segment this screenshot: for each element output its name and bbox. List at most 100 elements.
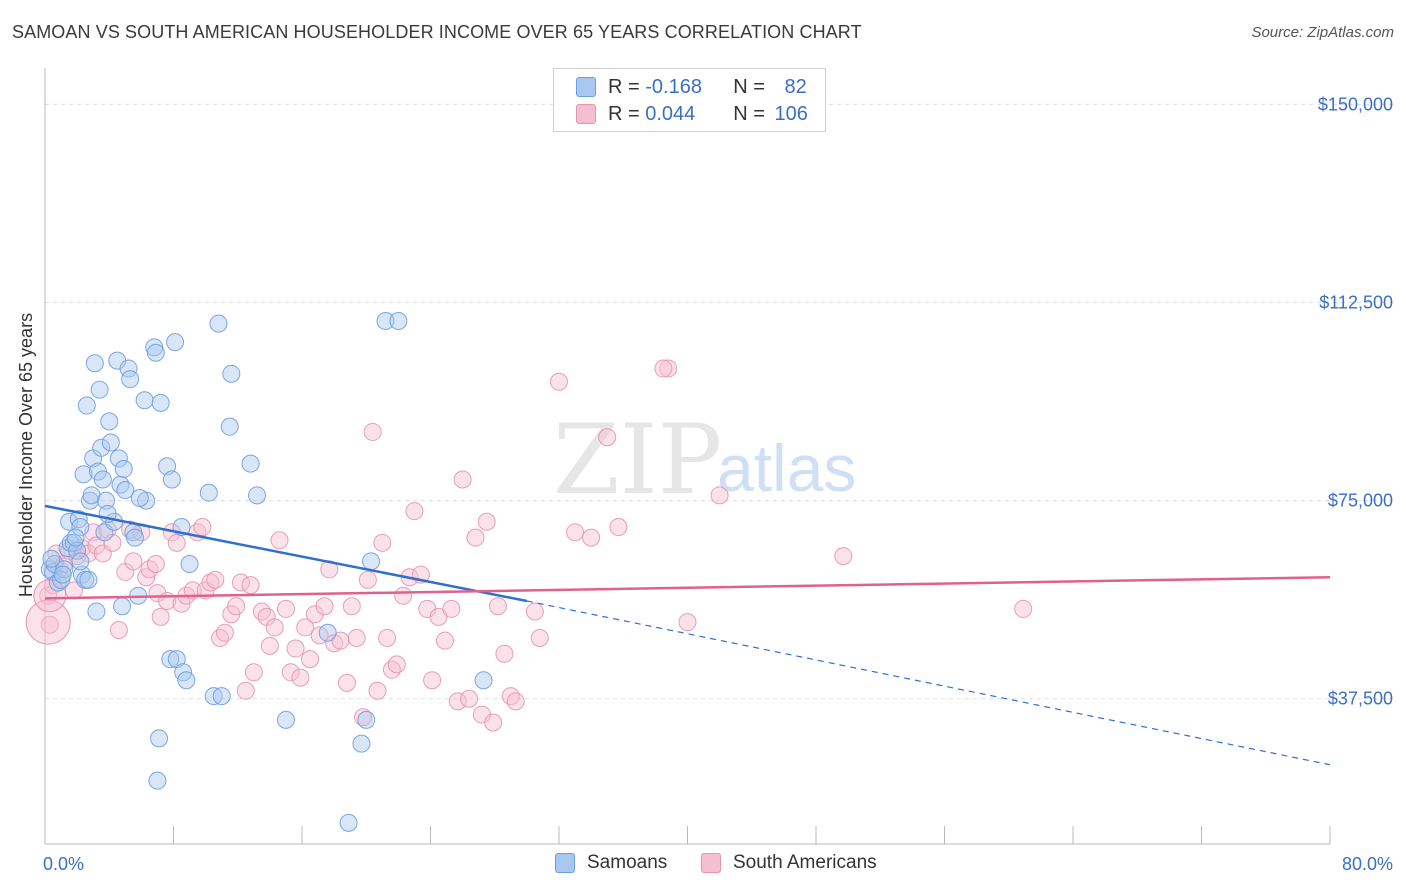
south-americans-point [281,663,300,682]
samoans-point [166,333,185,352]
south-americans-point [550,372,568,391]
samoans-point [222,364,241,383]
source-credit: Source: ZipAtlas.com [1251,24,1394,41]
south-americans-point [460,689,479,708]
samoans-point [241,454,260,473]
south-americans-point [296,618,315,637]
south-americans-point [582,528,601,547]
south-americans-trend-line [44,575,1331,600]
south-americans-point [525,602,544,621]
south-americans-point [270,531,289,550]
x-tick-label-max: 80.0% [1342,854,1393,874]
south-americans-point [495,644,514,663]
y-tick-labels: $37,500 $75,000 $112,500 $150,000 [1318,94,1393,708]
samoans-point [199,483,218,502]
samoans-point [101,433,120,452]
south-americans-point [260,636,279,655]
samoans-point [220,417,239,436]
legend-n-label: N = [733,102,765,125]
south-americans-cluster-point [25,599,71,645]
x-tick-label-min: 0.0% [43,854,84,874]
south-americans-point [442,599,461,618]
south-americans-point [484,713,503,732]
south-americans-point [39,586,58,605]
south-americans-point [506,692,525,711]
samoans-point [362,552,381,571]
south-americans-point [394,586,413,605]
south-americans-point [151,607,170,626]
south-americans-point [466,528,485,547]
samoans-point [85,354,104,373]
samoans-point [167,650,186,669]
south-americans-point [337,673,356,692]
south-americans-point [252,602,271,621]
south-americans-point [286,639,305,658]
samoans-point [79,570,98,589]
south-americans-point [227,597,246,616]
south-americans-point [146,555,165,574]
samoans-points [40,312,493,832]
south-americans-point [453,470,472,489]
south-americans-point [193,518,212,537]
samoans-point [97,491,116,510]
south-americans-point [368,681,387,700]
samoans-point [111,475,130,494]
samoans-point [248,486,267,505]
samoans-point [121,370,140,389]
south-americans-point [215,623,234,642]
south-americans-point [40,615,59,634]
chart-title: SAMOAN VS SOUTH AMERICAN HOUSEHOLDER INC… [12,22,862,42]
legend-n-value: 106 [774,102,808,125]
correlation-legend: R = -0.168 N = 82 R = 0.044 N = 106 [553,68,826,132]
legend-swatch-samoans [576,77,596,97]
samoans-point [71,518,90,537]
south-americans-point [405,502,424,521]
series-label-samoans: Samoans [587,852,668,873]
south-americans-point [363,422,382,441]
legend-swatch-south-americans [576,104,596,124]
samoans-point [352,734,371,753]
watermark: ZIP atlas [553,404,856,516]
samoans-point [180,555,199,574]
legend-n-label: N = [733,75,765,98]
south-americans-point [354,708,373,727]
legend-r-value: 0.044 [645,102,696,125]
south-americans-point [291,668,310,687]
samoans-point [162,470,181,489]
samoans-point [42,549,61,568]
samoans-point [53,565,72,584]
south-americans-point [315,597,334,616]
y-tick-label: $112,500 [1319,293,1393,313]
south-americans-point [342,597,361,616]
south-americans-point [347,628,366,647]
south-americans-point [124,552,143,571]
south-americans-point [678,613,697,632]
samoans-point [146,343,165,362]
south-americans-point [211,628,230,647]
samoans-point [92,438,111,457]
samoans-point [71,552,90,571]
series-swatch-south-americans [701,853,721,873]
south-americans-point [488,597,507,616]
samoans-point [100,412,119,431]
south-americans-point [530,628,549,647]
series-legend-samoans[interactable]: Samoans [555,852,667,874]
samoans-point [82,486,101,505]
samoans-point [77,396,96,415]
series-swatch-samoans [555,853,575,873]
south-americans-point [331,631,350,650]
samoans-point [74,465,93,484]
south-americans-point [387,655,406,674]
south-americans-point [236,681,255,700]
series-legend-south-americans[interactable]: South Americans [701,852,877,874]
south-americans-point [598,428,617,447]
south-americans-point [477,512,496,531]
samoans-point [125,528,144,547]
series-label-south-americans: South Americans [733,852,877,873]
south-americans-point [358,570,377,589]
south-americans-point [834,547,853,566]
south-americans-point [301,650,320,669]
samoans-point [113,597,132,616]
south-americans-point [378,628,397,647]
